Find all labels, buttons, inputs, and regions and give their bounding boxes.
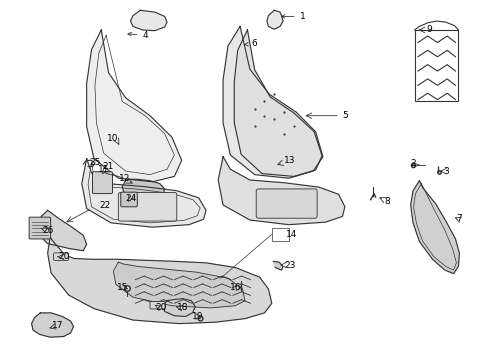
Text: 7: 7 <box>457 214 462 223</box>
Polygon shape <box>31 313 74 337</box>
Text: 25: 25 <box>89 158 100 167</box>
Text: 14: 14 <box>286 230 297 239</box>
FancyBboxPatch shape <box>118 193 177 221</box>
FancyBboxPatch shape <box>53 253 69 260</box>
FancyBboxPatch shape <box>121 192 137 207</box>
Text: 21: 21 <box>102 162 113 171</box>
Polygon shape <box>218 157 345 225</box>
Polygon shape <box>48 237 272 324</box>
Text: 20: 20 <box>58 252 70 261</box>
Polygon shape <box>223 26 323 178</box>
Text: 2: 2 <box>410 159 416 168</box>
FancyBboxPatch shape <box>150 301 165 309</box>
Polygon shape <box>122 179 165 201</box>
Text: 10: 10 <box>107 134 118 143</box>
Polygon shape <box>163 298 196 316</box>
FancyBboxPatch shape <box>93 172 113 194</box>
FancyBboxPatch shape <box>256 189 317 218</box>
Text: 12: 12 <box>119 174 130 183</box>
Text: 3: 3 <box>443 167 449 176</box>
Text: 24: 24 <box>125 194 136 203</box>
Text: 17: 17 <box>51 321 63 330</box>
Text: 23: 23 <box>284 261 295 270</box>
Text: 9: 9 <box>426 25 432 34</box>
FancyBboxPatch shape <box>29 217 50 239</box>
Polygon shape <box>114 262 245 308</box>
Text: 13: 13 <box>284 156 295 165</box>
Polygon shape <box>82 158 206 227</box>
Polygon shape <box>267 10 283 29</box>
Text: 16: 16 <box>229 283 241 292</box>
Text: 5: 5 <box>342 111 348 120</box>
Text: 18: 18 <box>177 303 188 312</box>
Text: 15: 15 <box>117 283 128 292</box>
Text: 11: 11 <box>98 166 109 175</box>
Polygon shape <box>234 30 322 176</box>
Polygon shape <box>411 181 460 274</box>
Text: 19: 19 <box>192 312 203 321</box>
Text: 4: 4 <box>128 31 148 40</box>
Text: 1: 1 <box>281 12 305 21</box>
Text: 26: 26 <box>42 226 53 235</box>
Text: 20: 20 <box>155 303 167 312</box>
Text: 6: 6 <box>245 39 257 48</box>
Polygon shape <box>130 10 167 31</box>
Text: 22: 22 <box>99 201 110 210</box>
Polygon shape <box>273 261 283 270</box>
Polygon shape <box>39 210 87 251</box>
Text: 8: 8 <box>384 197 390 206</box>
Polygon shape <box>87 30 182 182</box>
